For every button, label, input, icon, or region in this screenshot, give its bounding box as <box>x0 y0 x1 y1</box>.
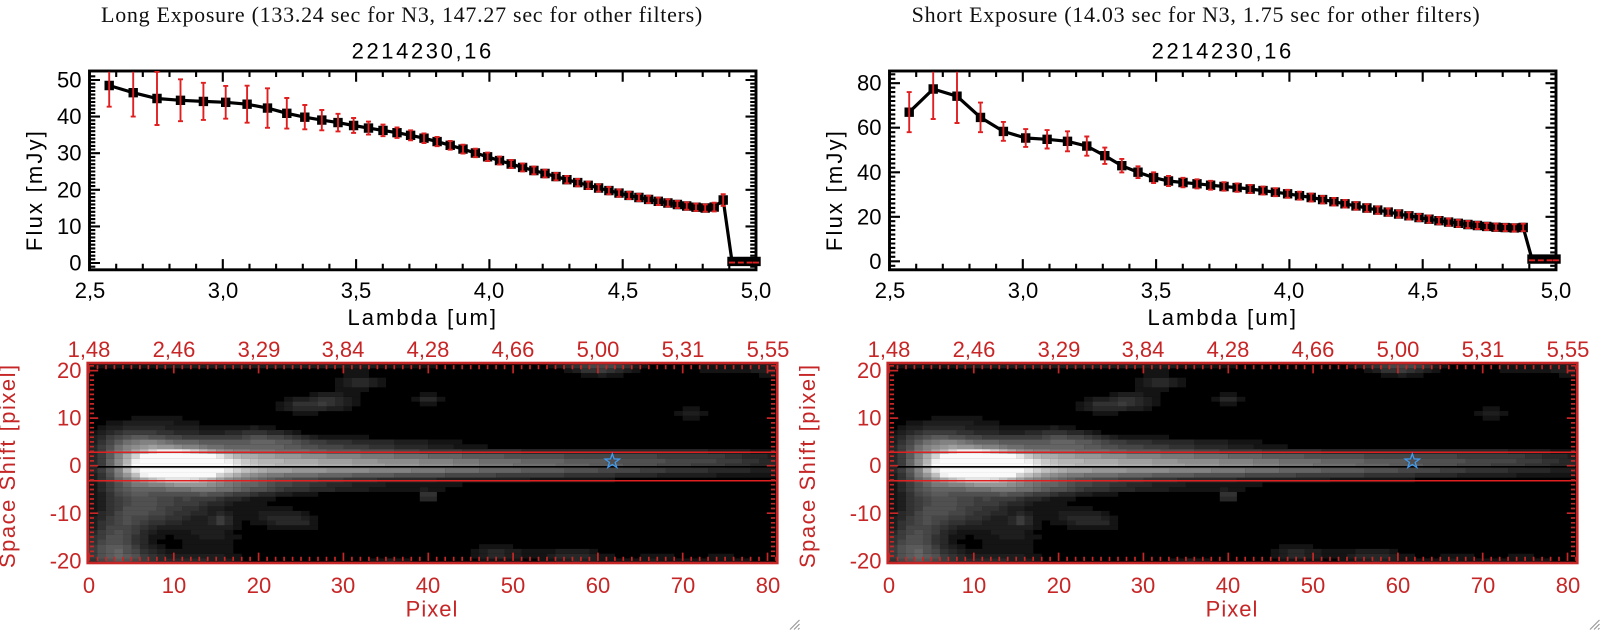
svg-text:40: 40 <box>416 573 440 598</box>
svg-text:3,0: 3,0 <box>208 278 239 303</box>
svg-text:Lambda [um]: Lambda [um] <box>1148 305 1298 330</box>
svg-text:70: 70 <box>671 573 695 598</box>
svg-text:-20: -20 <box>50 548 82 573</box>
svg-text:2,5: 2,5 <box>875 278 906 303</box>
svg-text:4,0: 4,0 <box>1274 278 1305 303</box>
svg-text:10: 10 <box>57 406 81 431</box>
svg-text:2,5: 2,5 <box>75 278 106 303</box>
svg-text:60: 60 <box>586 573 610 598</box>
svg-text:80: 80 <box>756 573 780 598</box>
svg-text:10: 10 <box>57 214 81 239</box>
svg-text:0: 0 <box>69 251 81 276</box>
svg-text:10: 10 <box>162 573 186 598</box>
svg-text:4,5: 4,5 <box>608 278 639 303</box>
svg-text:4,28: 4,28 <box>407 337 450 362</box>
svg-text:30: 30 <box>331 573 355 598</box>
svg-text:3,29: 3,29 <box>238 337 281 362</box>
svg-text:4,0: 4,0 <box>474 278 505 303</box>
svg-text:4,5: 4,5 <box>1408 278 1439 303</box>
svg-text:Space Shift [pixel]: Space Shift [pixel] <box>0 363 20 568</box>
svg-text:-10: -10 <box>50 501 82 526</box>
svg-text:4,66: 4,66 <box>492 337 535 362</box>
svg-text:20: 20 <box>57 358 81 383</box>
svg-text:5,00: 5,00 <box>577 337 620 362</box>
svg-text:40: 40 <box>857 160 881 185</box>
svg-text:20: 20 <box>57 177 81 202</box>
svg-text:3,5: 3,5 <box>341 278 372 303</box>
svg-text:5,0: 5,0 <box>1541 278 1572 303</box>
svg-text:3,5: 3,5 <box>1141 278 1172 303</box>
svg-text:0: 0 <box>869 249 881 274</box>
svg-text:5,31: 5,31 <box>662 337 705 362</box>
svg-text:60: 60 <box>857 115 881 140</box>
svg-text:50: 50 <box>57 68 81 93</box>
svg-text:0: 0 <box>69 453 81 478</box>
svg-text:2214230,16: 2214230,16 <box>352 39 494 64</box>
svg-text:2,46: 2,46 <box>153 337 196 362</box>
svg-text:Lambda [um]: Lambda [um] <box>348 305 498 330</box>
svg-text:Flux [mJy]: Flux [mJy] <box>822 129 847 251</box>
svg-text:0: 0 <box>83 573 95 598</box>
svg-text:5,0: 5,0 <box>741 278 772 303</box>
svg-text:5,55: 5,55 <box>747 337 790 362</box>
svg-text:80: 80 <box>857 71 881 96</box>
svg-text:40: 40 <box>57 104 81 129</box>
svg-text:50: 50 <box>501 573 525 598</box>
svg-text:20: 20 <box>857 204 881 229</box>
svg-text:20: 20 <box>247 573 271 598</box>
svg-text:1,48: 1,48 <box>68 337 111 362</box>
svg-text:Pixel: Pixel <box>406 597 459 622</box>
svg-text:30: 30 <box>57 141 81 166</box>
svg-text:3,84: 3,84 <box>322 337 365 362</box>
svg-text:2214230,16: 2214230,16 <box>1152 39 1294 64</box>
svg-text:Flux [mJy]: Flux [mJy] <box>22 129 47 251</box>
svg-text:3,0: 3,0 <box>1008 278 1039 303</box>
